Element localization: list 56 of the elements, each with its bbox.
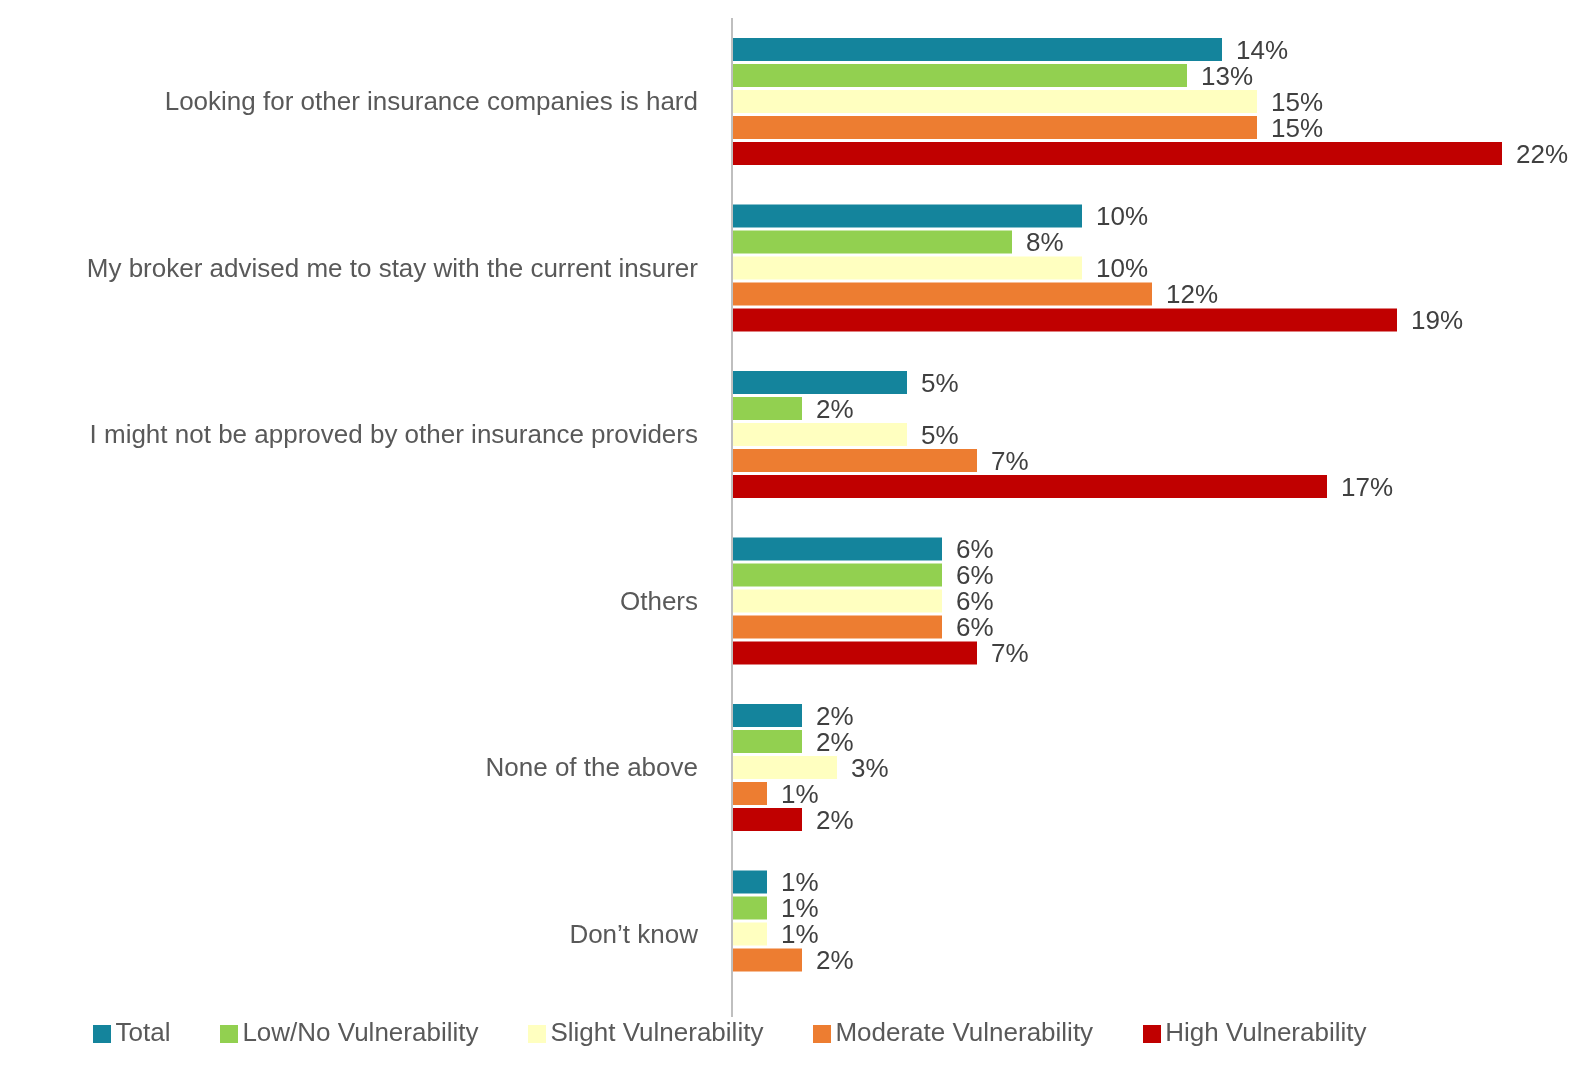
y-tick-label: Don’t know <box>569 918 699 949</box>
data-label: 3% <box>851 752 889 783</box>
legend-label: Slight Vulnerability <box>550 1017 764 1047</box>
bar <box>732 141 1502 165</box>
legend-label: Moderate Vulnerability <box>835 1017 1094 1047</box>
data-label: 2% <box>816 804 854 835</box>
data-label: 19% <box>1411 305 1464 336</box>
bar <box>732 474 1327 498</box>
bar <box>732 755 837 779</box>
bar <box>732 703 802 727</box>
bar <box>732 729 802 753</box>
y-tick-label: I might not be approved by other insurance providers <box>89 419 698 450</box>
y-tick-label: Others <box>619 585 698 616</box>
legend-label: Low/No Vulnerability <box>242 1017 479 1047</box>
bar <box>732 396 802 420</box>
data-label: 17% <box>1341 471 1394 502</box>
bar <box>732 282 1152 306</box>
bar <box>732 807 802 831</box>
data-label: 10% <box>1096 201 1149 232</box>
bar <box>732 204 1082 228</box>
bar <box>732 781 767 805</box>
y-tick-label: None of the above <box>485 752 698 783</box>
bar <box>732 589 942 613</box>
data-label: 8% <box>1026 227 1064 258</box>
data-label: 7% <box>991 638 1029 669</box>
data-label: 5% <box>921 367 959 398</box>
data-label: 2% <box>816 393 854 424</box>
bar <box>732 230 1012 254</box>
bar <box>732 63 1187 87</box>
y-tick-label: Looking for other insurance companies is hard <box>164 86 698 117</box>
bar <box>732 37 1222 61</box>
bar <box>732 370 907 394</box>
bar <box>732 896 767 920</box>
y-tick-label: My broker advised me to stay with the current insurer <box>86 252 699 283</box>
data-label: 1% <box>781 778 819 809</box>
legend-label: High Vulnerability <box>1165 1017 1367 1047</box>
bar <box>732 948 802 972</box>
data-label: 7% <box>991 445 1029 476</box>
bar <box>732 563 942 587</box>
bar <box>732 115 1257 139</box>
bar <box>732 448 977 472</box>
data-label: 22% <box>1516 138 1569 169</box>
bar <box>732 870 767 894</box>
data-label: 2% <box>816 945 854 976</box>
bar <box>732 537 942 561</box>
bar <box>732 615 942 639</box>
data-label: 5% <box>921 419 959 450</box>
bar <box>732 256 1082 280</box>
bar <box>732 922 767 946</box>
bar <box>732 89 1257 113</box>
bar <box>732 422 907 446</box>
bar <box>732 641 977 665</box>
data-label: 12% <box>1166 279 1219 310</box>
data-label: 10% <box>1096 253 1149 284</box>
bar <box>732 308 1397 332</box>
legend-label: Total <box>115 1017 171 1047</box>
